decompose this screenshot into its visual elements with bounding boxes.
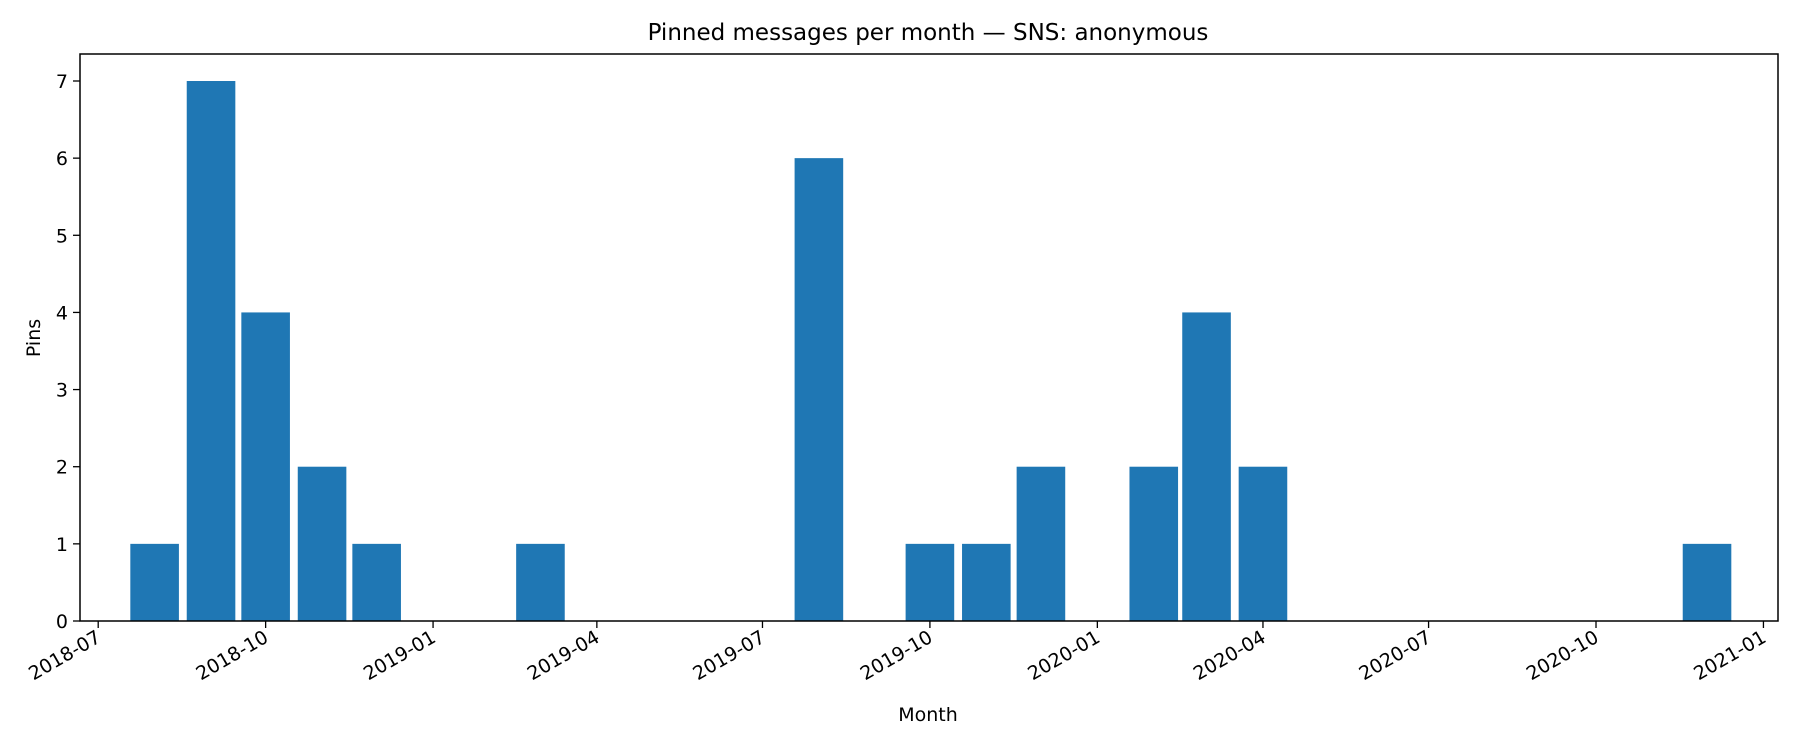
bar-2020-03 [1182, 312, 1231, 621]
bar-2020-04 [1238, 466, 1288, 621]
bar-2018-11 [297, 466, 347, 621]
x-axis-label: Month [898, 704, 958, 726]
y-tick-label: 2 [56, 457, 68, 479]
y-tick-label: 6 [56, 148, 68, 170]
y-tick-label: 1 [56, 534, 68, 556]
bar-2020-02 [1129, 466, 1179, 621]
x-tick-label: 2020-07 [1355, 626, 1435, 685]
bar-2019-11 [962, 543, 1011, 621]
bar-2020-12 [1682, 543, 1732, 621]
y-tick-label: 5 [56, 225, 68, 247]
bar-2018-10 [241, 312, 290, 621]
x-tick-label: 2019-01 [360, 626, 440, 685]
x-tick-label: 2020-04 [1190, 626, 1270, 685]
x-tick-label: 2020-01 [1024, 626, 1104, 685]
x-tick-label: 2019-04 [524, 626, 604, 685]
plot-frame [79, 53, 1779, 622]
x-tick-label: 2019-07 [689, 626, 769, 685]
y-axis-label: Pins [23, 319, 45, 357]
bar-2019-03 [516, 543, 565, 621]
x-axis: 2018-07 2018-10 2019-01 2019-04 2019-07 2019-… [25, 621, 1770, 685]
x-tick-label: 2018-10 [192, 626, 272, 685]
bar-2019-10 [905, 543, 955, 621]
bar-2018-09 [186, 81, 236, 621]
x-tick-label: 2018-07 [25, 626, 105, 685]
x-tick-label: 2021-01 [1690, 626, 1770, 685]
x-tick-label: 2020-10 [1523, 626, 1603, 685]
bar-2018-12 [352, 543, 401, 621]
bars-group [130, 81, 1732, 621]
y-tick-label: 0 [56, 611, 68, 633]
bar-2019-12 [1016, 466, 1066, 621]
chart-title: Pinned messages per month — SNS: anonymo… [648, 20, 1209, 46]
x-tick-label: 2019-10 [857, 626, 937, 685]
bar-2018-08 [130, 543, 179, 621]
bar-2019-08 [794, 158, 844, 621]
y-tick-label: 3 [56, 380, 68, 402]
y-tick-label: 7 [56, 71, 68, 93]
y-axis: 0 1 2 3 4 5 6 7 [56, 71, 80, 633]
y-tick-label: 4 [56, 302, 68, 324]
